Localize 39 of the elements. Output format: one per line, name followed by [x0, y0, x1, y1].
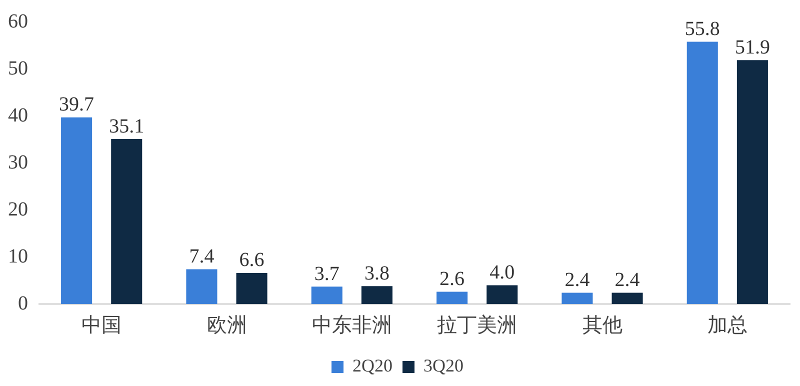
x-tick-label: 其他: [582, 314, 622, 336]
x-tick-label: 加总: [707, 314, 748, 336]
y-tick-label: 50: [8, 57, 28, 80]
bar: [236, 272, 268, 304]
data-label: 3.7: [314, 262, 340, 285]
y-tick-label: 30: [8, 151, 28, 174]
data-label: 2.6: [440, 268, 465, 290]
data-label: 39.7: [59, 94, 94, 116]
bar: [436, 292, 468, 304]
x-tick-label: 欧洲: [206, 314, 247, 336]
x-tick-label: 中国: [82, 314, 122, 336]
y-tick-label: 10: [8, 245, 28, 268]
data-label: 7.4: [189, 245, 214, 268]
data-label: 2.4: [614, 268, 640, 291]
x-tick-label: 中东非洲: [312, 314, 392, 336]
data-label: 4.0: [490, 261, 515, 284]
bar: [111, 139, 142, 304]
y-tick-label: 40: [8, 104, 28, 126]
y-tick-label: 60: [8, 10, 28, 32]
data-label: 55.8: [684, 18, 720, 40]
data-label: 2.4: [564, 268, 590, 291]
bar: [612, 292, 643, 304]
y-tick-label: 0: [18, 292, 28, 314]
bar: [562, 292, 593, 304]
y-tick-label: 20: [8, 198, 28, 220]
data-label: 3.8: [364, 262, 390, 284]
data-label: 35.1: [109, 115, 144, 138]
data-label: 6.6: [239, 249, 264, 272]
bar: [186, 269, 218, 304]
bar: [61, 117, 92, 304]
bar: [311, 286, 342, 304]
x-tick-label: 拉丁美洲: [437, 313, 518, 336]
bar: [686, 42, 718, 304]
legend-label: 2Q20: [352, 356, 392, 376]
data-label: 51.9: [734, 36, 770, 58]
legend-label: 3Q20: [424, 356, 464, 376]
bar: [361, 286, 392, 304]
bar: [486, 285, 518, 304]
bar: [736, 60, 768, 304]
